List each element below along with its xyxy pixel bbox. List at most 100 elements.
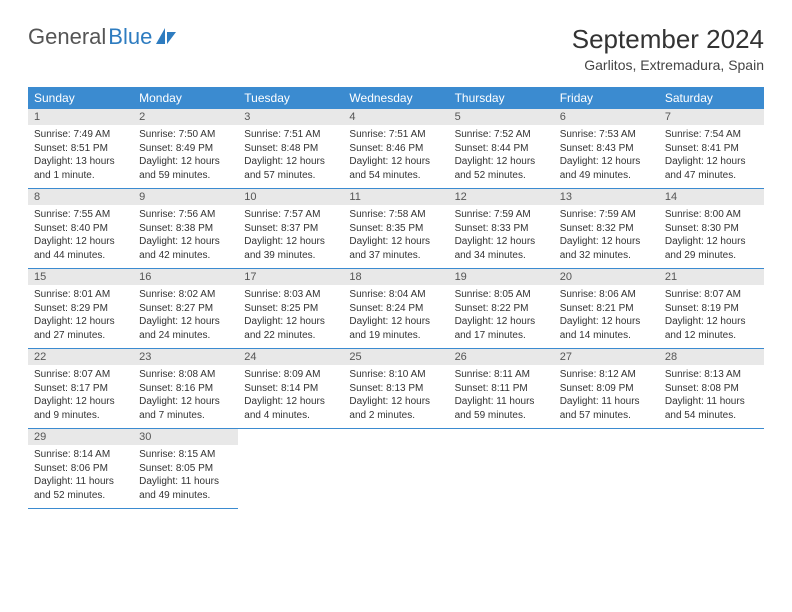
calendar-row: 29Sunrise: 8:14 AMSunset: 8:06 PMDayligh…: [28, 429, 764, 509]
day-details: Sunrise: 7:55 AMSunset: 8:40 PMDaylight:…: [28, 205, 133, 268]
day-details: Sunrise: 8:10 AMSunset: 8:13 PMDaylight:…: [343, 365, 448, 428]
day-details: Sunrise: 8:12 AMSunset: 8:09 PMDaylight:…: [554, 365, 659, 428]
calendar-table: SundayMondayTuesdayWednesdayThursdayFrid…: [28, 87, 764, 509]
day-number: 24: [238, 349, 343, 365]
calendar-cell: 7Sunrise: 7:54 AMSunset: 8:41 PMDaylight…: [659, 109, 764, 189]
calendar-cell: 23Sunrise: 8:08 AMSunset: 8:16 PMDayligh…: [133, 349, 238, 429]
weekday-header: Saturday: [659, 87, 764, 109]
calendar-cell: 1Sunrise: 7:49 AMSunset: 8:51 PMDaylight…: [28, 109, 133, 189]
calendar-body: 1Sunrise: 7:49 AMSunset: 8:51 PMDaylight…: [28, 109, 764, 509]
calendar-cell: 21Sunrise: 8:07 AMSunset: 8:19 PMDayligh…: [659, 269, 764, 349]
calendar-cell: 17Sunrise: 8:03 AMSunset: 8:25 PMDayligh…: [238, 269, 343, 349]
calendar-cell: 8Sunrise: 7:55 AMSunset: 8:40 PMDaylight…: [28, 189, 133, 269]
day-details: Sunrise: 8:02 AMSunset: 8:27 PMDaylight:…: [133, 285, 238, 348]
location-subtitle: Garlitos, Extremadura, Spain: [572, 57, 764, 73]
day-number: 4: [343, 109, 448, 125]
weekday-header: Thursday: [449, 87, 554, 109]
calendar-cell: [238, 429, 343, 509]
day-number: 16: [133, 269, 238, 285]
calendar-cell: [449, 429, 554, 509]
calendar-cell: 16Sunrise: 8:02 AMSunset: 8:27 PMDayligh…: [133, 269, 238, 349]
day-details: Sunrise: 7:57 AMSunset: 8:37 PMDaylight:…: [238, 205, 343, 268]
day-details: Sunrise: 8:13 AMSunset: 8:08 PMDaylight:…: [659, 365, 764, 428]
calendar-row: 1Sunrise: 7:49 AMSunset: 8:51 PMDaylight…: [28, 109, 764, 189]
day-number: 7: [659, 109, 764, 125]
day-details: Sunrise: 8:15 AMSunset: 8:05 PMDaylight:…: [133, 445, 238, 508]
day-number: 29: [28, 429, 133, 445]
day-details: Sunrise: 8:04 AMSunset: 8:24 PMDaylight:…: [343, 285, 448, 348]
calendar-cell: 5Sunrise: 7:52 AMSunset: 8:44 PMDaylight…: [449, 109, 554, 189]
day-number: 12: [449, 189, 554, 205]
day-details: Sunrise: 8:08 AMSunset: 8:16 PMDaylight:…: [133, 365, 238, 428]
weekday-header: Monday: [133, 87, 238, 109]
calendar-cell: 4Sunrise: 7:51 AMSunset: 8:46 PMDaylight…: [343, 109, 448, 189]
day-details: Sunrise: 8:00 AMSunset: 8:30 PMDaylight:…: [659, 205, 764, 268]
calendar-cell: 18Sunrise: 8:04 AMSunset: 8:24 PMDayligh…: [343, 269, 448, 349]
calendar-cell: [554, 429, 659, 509]
day-details: Sunrise: 7:50 AMSunset: 8:49 PMDaylight:…: [133, 125, 238, 188]
day-number: 1: [28, 109, 133, 125]
page-title: September 2024: [572, 24, 764, 55]
day-details: Sunrise: 7:49 AMSunset: 8:51 PMDaylight:…: [28, 125, 133, 188]
calendar-cell: 28Sunrise: 8:13 AMSunset: 8:08 PMDayligh…: [659, 349, 764, 429]
day-details: Sunrise: 8:03 AMSunset: 8:25 PMDaylight:…: [238, 285, 343, 348]
day-details: Sunrise: 8:05 AMSunset: 8:22 PMDaylight:…: [449, 285, 554, 348]
day-details: Sunrise: 7:51 AMSunset: 8:46 PMDaylight:…: [343, 125, 448, 188]
weekday-header: Sunday: [28, 87, 133, 109]
calendar-cell: 22Sunrise: 8:07 AMSunset: 8:17 PMDayligh…: [28, 349, 133, 429]
day-details: Sunrise: 7:51 AMSunset: 8:48 PMDaylight:…: [238, 125, 343, 188]
calendar-row: 22Sunrise: 8:07 AMSunset: 8:17 PMDayligh…: [28, 349, 764, 429]
day-details: Sunrise: 7:53 AMSunset: 8:43 PMDaylight:…: [554, 125, 659, 188]
weekday-header: Friday: [554, 87, 659, 109]
title-block: September 2024 Garlitos, Extremadura, Sp…: [572, 24, 764, 73]
calendar-cell: 30Sunrise: 8:15 AMSunset: 8:05 PMDayligh…: [133, 429, 238, 509]
calendar-cell: 6Sunrise: 7:53 AMSunset: 8:43 PMDaylight…: [554, 109, 659, 189]
day-number: 23: [133, 349, 238, 365]
calendar-cell: 10Sunrise: 7:57 AMSunset: 8:37 PMDayligh…: [238, 189, 343, 269]
day-number: 8: [28, 189, 133, 205]
calendar-cell: 11Sunrise: 7:58 AMSunset: 8:35 PMDayligh…: [343, 189, 448, 269]
day-details: Sunrise: 7:52 AMSunset: 8:44 PMDaylight:…: [449, 125, 554, 188]
day-details: Sunrise: 8:07 AMSunset: 8:19 PMDaylight:…: [659, 285, 764, 348]
calendar-cell: 19Sunrise: 8:05 AMSunset: 8:22 PMDayligh…: [449, 269, 554, 349]
weekday-header-row: SundayMondayTuesdayWednesdayThursdayFrid…: [28, 87, 764, 109]
header: General Blue September 2024 Garlitos, Ex…: [28, 24, 764, 73]
calendar-cell: 15Sunrise: 8:01 AMSunset: 8:29 PMDayligh…: [28, 269, 133, 349]
day-number: 3: [238, 109, 343, 125]
day-number: 26: [449, 349, 554, 365]
day-number: 13: [554, 189, 659, 205]
day-details: Sunrise: 8:06 AMSunset: 8:21 PMDaylight:…: [554, 285, 659, 348]
calendar-row: 8Sunrise: 7:55 AMSunset: 8:40 PMDaylight…: [28, 189, 764, 269]
day-number: 9: [133, 189, 238, 205]
sail-icon: [156, 24, 176, 50]
day-number: 18: [343, 269, 448, 285]
calendar-cell: 25Sunrise: 8:10 AMSunset: 8:13 PMDayligh…: [343, 349, 448, 429]
calendar-cell: 2Sunrise: 7:50 AMSunset: 8:49 PMDaylight…: [133, 109, 238, 189]
day-number: 15: [28, 269, 133, 285]
day-number: 22: [28, 349, 133, 365]
day-number: 20: [554, 269, 659, 285]
day-number: 19: [449, 269, 554, 285]
logo-text-2: Blue: [108, 24, 152, 50]
calendar-cell: 12Sunrise: 7:59 AMSunset: 8:33 PMDayligh…: [449, 189, 554, 269]
calendar-cell: [659, 429, 764, 509]
day-number: 27: [554, 349, 659, 365]
day-details: Sunrise: 7:59 AMSunset: 8:33 PMDaylight:…: [449, 205, 554, 268]
day-details: Sunrise: 7:54 AMSunset: 8:41 PMDaylight:…: [659, 125, 764, 188]
calendar-cell: 9Sunrise: 7:56 AMSunset: 8:38 PMDaylight…: [133, 189, 238, 269]
day-number: 2: [133, 109, 238, 125]
calendar-cell: 24Sunrise: 8:09 AMSunset: 8:14 PMDayligh…: [238, 349, 343, 429]
calendar-cell: [343, 429, 448, 509]
day-details: Sunrise: 8:01 AMSunset: 8:29 PMDaylight:…: [28, 285, 133, 348]
weekday-header: Wednesday: [343, 87, 448, 109]
calendar-cell: 14Sunrise: 8:00 AMSunset: 8:30 PMDayligh…: [659, 189, 764, 269]
day-number: 17: [238, 269, 343, 285]
day-number: 30: [133, 429, 238, 445]
calendar-cell: 29Sunrise: 8:14 AMSunset: 8:06 PMDayligh…: [28, 429, 133, 509]
day-number: 11: [343, 189, 448, 205]
day-details: Sunrise: 8:07 AMSunset: 8:17 PMDaylight:…: [28, 365, 133, 428]
calendar-cell: 20Sunrise: 8:06 AMSunset: 8:21 PMDayligh…: [554, 269, 659, 349]
calendar-cell: 3Sunrise: 7:51 AMSunset: 8:48 PMDaylight…: [238, 109, 343, 189]
calendar-cell: 13Sunrise: 7:59 AMSunset: 8:32 PMDayligh…: [554, 189, 659, 269]
day-number: 28: [659, 349, 764, 365]
